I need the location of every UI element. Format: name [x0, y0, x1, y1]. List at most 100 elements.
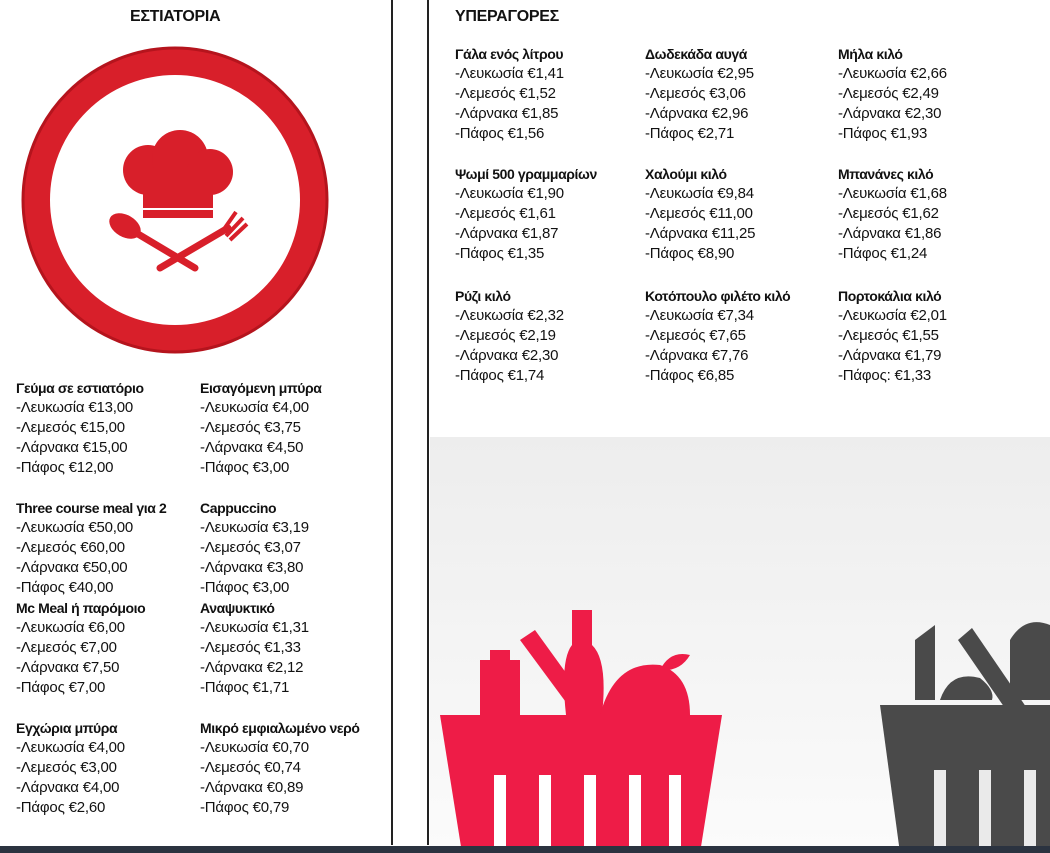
- price-line: -Λάρνακα €50,00: [16, 559, 128, 576]
- price-line: -Πάφος €7,00: [16, 679, 106, 696]
- price-line: -Λεμεσός €1,62: [838, 205, 939, 222]
- price-line: -Πάφος €1,24: [838, 245, 928, 262]
- divider: [391, 0, 393, 845]
- price-item: Εγχώρια μπύρα -Λευκωσία €4,00 -Λεμεσός €3,…: [16, 718, 125, 818]
- price-line: -Λεμεσός €1,52: [455, 85, 556, 102]
- price-line: -Πάφος €3,00: [200, 579, 290, 596]
- price-line: -Λευκωσία €4,00: [16, 739, 125, 756]
- price-line: -Λεμεσός €60,00: [16, 539, 125, 556]
- item-title: Μικρό εμφιαλωμένο νερό: [200, 720, 360, 736]
- price-item: Εισαγόμενη μπύρα -Λευκωσία €4,00 -Λεμεσός …: [200, 378, 322, 478]
- basket-slots: [934, 770, 1036, 853]
- price-line: -Λευκωσία €2,66: [838, 65, 947, 82]
- price-line: -Λάρνακα €15,00: [16, 439, 128, 456]
- price-line: -Λάρνακα €7,50: [16, 659, 120, 676]
- price-line: -Λευκωσία €0,70: [200, 739, 309, 756]
- price-line: -Λεμεσός €11,00: [645, 205, 753, 222]
- price-item: Three course meal για 2 -Λευκωσία €50,00 -…: [16, 498, 167, 598]
- restaurant-icon: [21, 46, 329, 354]
- price-line: -Λάρνακα €7,76: [645, 347, 749, 364]
- price-item: Χαλούμι κιλό -Λευκωσία €9,84 -Λεμεσός €11,…: [645, 164, 756, 264]
- basket-red: [440, 610, 722, 853]
- price-line: -Λάρνακα €4,00: [16, 779, 120, 796]
- price-line: -Λευκωσία €1,90: [455, 185, 564, 202]
- price-line: -Λεμεσός €7,00: [16, 639, 117, 656]
- price-line: -Λεμεσός €3,00: [16, 759, 117, 776]
- price-line: -Λευκωσία €6,00: [16, 619, 125, 636]
- price-line: -Λάρνακα €2,96: [645, 105, 749, 122]
- item-title: Μπανάνες κιλό: [838, 166, 934, 182]
- item-title: Mc Meal ή παρόμοιο: [16, 600, 146, 616]
- price-item: Mc Meal ή παρόμοιο -Λευκωσία €6,00 -Λεμεσό…: [16, 598, 146, 698]
- price-line: -Λεμεσός €1,61: [455, 205, 556, 222]
- price-item: Μικρό εμφιαλωμένο νερό -Λευκωσία €0,70 -Λε…: [200, 718, 360, 818]
- price-item: Γάλα ενός λίτρου -Λευκωσία €1,41 -Λεμεσός …: [455, 44, 564, 144]
- item-title: Cappuccino: [200, 500, 277, 516]
- section-title: ΕΣΤΙΑΤΟΡΙΑ: [130, 8, 221, 25]
- price-line: -Πάφος €40,00: [16, 579, 114, 596]
- item-title: Εισαγόμενη μπύρα: [200, 380, 322, 396]
- price-line: -Λεμεσός €3,06: [645, 85, 746, 102]
- price-line: -Λευκωσία €2,01: [838, 307, 947, 324]
- price-line: -Λευκωσία €3,19: [200, 519, 309, 536]
- price-item: Μπανάνες κιλό -Λευκωσία €1,68 -Λεμεσός €1,…: [838, 164, 947, 264]
- item-title: Αναψυκτικό: [200, 600, 275, 616]
- price-line: -Λεμεσός €1,55: [838, 327, 939, 344]
- price-line: -Λεμεσός €1,33: [200, 639, 301, 656]
- price-line: -Πάφος: €1,33: [838, 367, 932, 384]
- item-title: Γεύμα σε εστιατόριο: [16, 380, 144, 396]
- price-line: -Λάρνακα €1,86: [838, 225, 942, 242]
- price-line: -Λεμεσός €2,19: [455, 327, 556, 344]
- price-line: -Λάρνακα €1,79: [838, 347, 942, 364]
- price-line: -Λάρνακα €3,80: [200, 559, 304, 576]
- item-title: Three course meal για 2: [16, 500, 167, 516]
- price-line: -Λεμεσός €0,74: [200, 759, 301, 776]
- item-title: Μήλα κιλό: [838, 46, 903, 62]
- item-title: Κοτόπουλο φιλέτο κιλό: [645, 288, 791, 304]
- price-line: -Πάφος €1,71: [200, 679, 290, 696]
- price-line: -Λάρνακα €4,50: [200, 439, 304, 456]
- basket-slots: [494, 775, 681, 853]
- price-line: -Λευκωσία €1,41: [455, 65, 564, 82]
- price-line: -Λευκωσία €2,95: [645, 65, 754, 82]
- price-line: -Πάφος €1,35: [455, 245, 545, 262]
- price-line: -Πάφος €0,79: [200, 799, 290, 816]
- price-line: -Λευκωσία €1,68: [838, 185, 947, 202]
- price-line: -Πάφος €1,74: [455, 367, 545, 384]
- item-title: Πορτοκάλια κιλό: [838, 288, 942, 304]
- price-line: -Πάφος €2,60: [16, 799, 106, 816]
- price-line: -Πάφος €12,00: [16, 459, 114, 476]
- price-line: -Λευκωσία €4,00: [200, 399, 309, 416]
- item-title: Εγχώρια μπύρα: [16, 720, 118, 736]
- price-item: Κοτόπουλο φιλέτο κιλό -Λευκωσία €7,34 -Λεμ…: [645, 286, 791, 386]
- price-line: -Λάρνακα €11,25: [645, 225, 756, 242]
- item-title: Ρύζι κιλό: [455, 288, 511, 304]
- price-line: -Πάφος €1,56: [455, 125, 545, 142]
- price-item: Cappuccino -Λευκωσία €3,19 -Λεμεσός €3,07 -…: [200, 498, 309, 598]
- price-line: -Λάρνακα €0,89: [200, 779, 304, 796]
- item-title: Γάλα ενός λίτρου: [455, 46, 564, 62]
- price-line: -Πάφος €6,85: [645, 367, 735, 384]
- price-item: Μήλα κιλό -Λευκωσία €2,66 -Λεμεσός €2,49 -Λ…: [838, 44, 947, 144]
- item-title: Δωδεκάδα αυγά: [645, 46, 747, 62]
- price-line: -Λευκωσία €7,34: [645, 307, 754, 324]
- price-line: -Λεμεσός €7,65: [645, 327, 746, 344]
- price-item: Δωδεκάδα αυγά -Λευκωσία €2,95 -Λεμεσός €3,…: [645, 44, 754, 144]
- price-line: -Λευκωσία €13,00: [16, 399, 134, 416]
- price-line: -Λεμεσός €3,07: [200, 539, 301, 556]
- item-title: Ψωμί 500 γραμμαρίων: [455, 166, 597, 182]
- divider: [427, 0, 429, 845]
- price-line: -Πάφος €1,93: [838, 125, 928, 142]
- price-line: -Λευκωσία €1,31: [200, 619, 309, 636]
- price-item: Αναψυκτικό -Λευκωσία €1,31 -Λεμεσός €1,33 -…: [200, 598, 309, 698]
- price-line: -Λευκωσία €9,84: [645, 185, 754, 202]
- basket-gray: [880, 622, 1050, 853]
- price-line: -Λεμεσός €15,00: [16, 419, 125, 436]
- price-line: -Πάφος €2,71: [645, 125, 735, 142]
- price-line: -Πάφος €8,90: [645, 245, 735, 262]
- bottom-bar: [0, 846, 1050, 853]
- price-line: -Λάρνακα €1,85: [455, 105, 559, 122]
- item-title: Χαλούμι κιλό: [645, 166, 727, 182]
- price-line: -Λάρνακα €2,12: [200, 659, 304, 676]
